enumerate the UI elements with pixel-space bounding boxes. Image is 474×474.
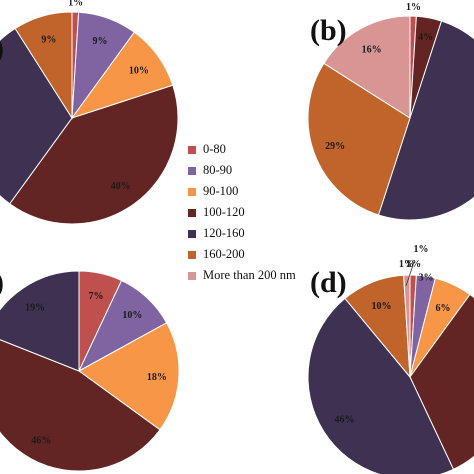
legend-swatch — [188, 187, 196, 196]
legend-item-90-100: 90-100 — [188, 181, 328, 202]
data-label-more-than-200-nm: 1% — [399, 259, 414, 270]
pie-chart-a: 1%9%10%40%%9% — [0, 0, 179, 225]
data-label-d-top: 1% — [414, 244, 429, 255]
legend-label: 90-100 — [203, 184, 239, 198]
pie-slice-160-200 — [14, 11, 73, 120]
pie-slice-100-120 — [8, 84, 179, 225]
pie-slice-120-160 — [307, 297, 455, 474]
data-label-100-120: 4% — [418, 32, 433, 43]
legend-label: 80-90 — [203, 163, 233, 177]
data-label-160-200: 10% — [371, 301, 391, 312]
legend-label: 160-200 — [203, 247, 245, 261]
legend-label: 0-80 — [203, 142, 226, 156]
panel-label-b: (b) — [310, 14, 347, 47]
legend-item-160-200: 160-200 — [188, 244, 328, 265]
legend-item-80-90: 80-90 — [188, 160, 328, 181]
pie-slice-more-than-200-nm — [323, 15, 411, 119]
data-label-100-120: 40% — [111, 181, 131, 192]
legend-item-0-80: 0-80 — [188, 139, 328, 160]
data-label-80-90: 9% — [93, 36, 108, 47]
pie-slice-160-200 — [307, 62, 411, 216]
data-label-160-200: 9% — [41, 35, 56, 46]
data-label-100-120: 46% — [31, 435, 51, 446]
panel-label-c: ) — [0, 266, 4, 299]
data-label-0-80: 7% — [89, 291, 104, 302]
legend-swatch — [188, 166, 196, 175]
data-label-more-than-200-nm: 16% — [362, 44, 382, 55]
pie-slice-100-120 — [0, 339, 161, 472]
panel-label-d: (d) — [310, 266, 347, 299]
pie-slice-100-120 — [409, 293, 474, 470]
legend: 0-80 80-90 90-100 100-120 120-160 160-20… — [188, 139, 328, 286]
data-label-90-100: 10% — [129, 65, 149, 76]
data-label-120-160: 19% — [25, 302, 45, 313]
data-label-0-80: 1% — [68, 0, 83, 8]
legend-swatch — [188, 271, 196, 280]
legend-item-120-160: 120-160 — [188, 223, 328, 244]
data-label-90-100: 6% — [436, 303, 451, 314]
legend-swatch — [188, 145, 196, 154]
panel-label-a: ) — [0, 32, 4, 65]
pie-slice-120-160 — [0, 27, 73, 205]
pie-chart-d: 1%3%6%46%10%1% — [307, 259, 474, 474]
pie-chart-c: 7% 10% 18% 46% 19% — [0, 270, 180, 472]
legend-swatch — [188, 208, 196, 217]
data-label-0-80: 1% — [406, 2, 421, 13]
legend-swatch — [188, 250, 196, 259]
legend-label: 120-160 — [203, 226, 245, 240]
data-label-80-90: 10% — [122, 310, 142, 321]
data-label-160-200: 29% — [325, 141, 345, 152]
data-label-120-160: 46% — [335, 415, 355, 426]
leader-line-d-top — [405, 261, 415, 287]
legend-label: More than 200 nm — [203, 268, 296, 282]
pie-chart-b: 1%4%529%16% — [307, 2, 474, 221]
legend-label: 100-120 — [203, 205, 245, 219]
pie-slice-120-160 — [0, 270, 80, 372]
legend-item-100-120: 100-120 — [188, 202, 328, 223]
pie-slice-90-100 — [78, 322, 180, 431]
pie-slice-120-160 — [377, 20, 474, 221]
data-label-80-90: 3% — [418, 272, 433, 283]
legend-swatch — [188, 229, 196, 238]
data-label-90-100: 18% — [147, 372, 167, 383]
legend-item-more-than-200: More than 200 nm — [188, 265, 328, 286]
